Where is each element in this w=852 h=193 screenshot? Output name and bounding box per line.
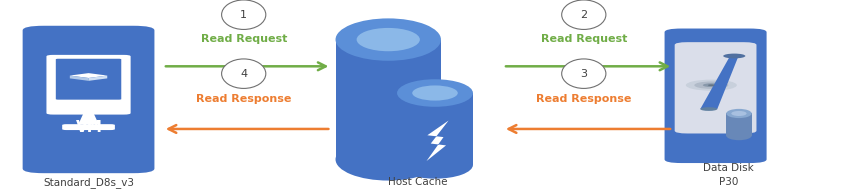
Text: Data Disk: Data Disk xyxy=(702,163,753,173)
Text: 1: 1 xyxy=(240,10,247,20)
Text: 3: 3 xyxy=(579,69,587,79)
Circle shape xyxy=(722,54,745,58)
Ellipse shape xyxy=(412,85,458,101)
Text: 4: 4 xyxy=(240,69,247,79)
FancyBboxPatch shape xyxy=(46,55,130,115)
Text: Read Request: Read Request xyxy=(540,34,626,44)
Ellipse shape xyxy=(561,0,605,30)
Text: VM: VM xyxy=(76,120,102,135)
Circle shape xyxy=(694,81,728,89)
Ellipse shape xyxy=(335,138,440,181)
Text: Read Response: Read Response xyxy=(196,94,291,104)
Ellipse shape xyxy=(725,109,751,118)
Ellipse shape xyxy=(730,111,746,116)
FancyBboxPatch shape xyxy=(23,26,154,173)
Ellipse shape xyxy=(561,59,605,88)
Ellipse shape xyxy=(396,151,472,179)
Text: Read Response: Read Response xyxy=(535,94,630,104)
Circle shape xyxy=(685,80,736,91)
Circle shape xyxy=(707,84,714,86)
Ellipse shape xyxy=(335,18,440,61)
FancyBboxPatch shape xyxy=(664,29,766,163)
FancyBboxPatch shape xyxy=(62,124,115,130)
Text: 2: 2 xyxy=(579,10,587,20)
Polygon shape xyxy=(70,75,89,81)
Text: Host Cache: Host Cache xyxy=(388,177,447,187)
Polygon shape xyxy=(78,113,99,124)
Polygon shape xyxy=(70,73,107,78)
Ellipse shape xyxy=(356,28,419,51)
Ellipse shape xyxy=(222,59,266,88)
Ellipse shape xyxy=(725,131,751,140)
Text: Read Request: Read Request xyxy=(200,34,286,44)
FancyBboxPatch shape xyxy=(674,42,756,134)
Polygon shape xyxy=(725,113,751,136)
Ellipse shape xyxy=(222,0,266,30)
Polygon shape xyxy=(426,120,448,161)
Text: Standard_D8s_v3: Standard_D8s_v3 xyxy=(43,177,135,188)
Ellipse shape xyxy=(396,79,472,107)
Circle shape xyxy=(699,107,717,111)
Text: P30: P30 xyxy=(717,177,737,187)
FancyBboxPatch shape xyxy=(55,59,121,100)
Polygon shape xyxy=(335,40,440,159)
Polygon shape xyxy=(699,56,738,109)
Circle shape xyxy=(702,83,719,87)
Polygon shape xyxy=(396,93,472,165)
Polygon shape xyxy=(89,75,107,81)
